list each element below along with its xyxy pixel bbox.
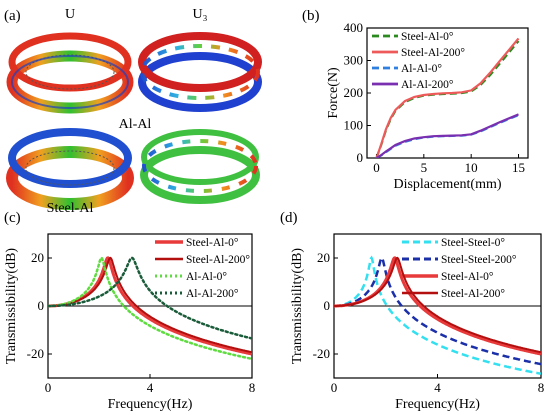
series-line [48,256,252,340]
y-tick-label: -20 [313,346,330,361]
y-axis-label: Transmissibility(dB) [290,248,305,365]
y-tick-label: 0 [324,298,331,313]
y-tick-label: 200 [344,85,364,100]
legend-label: Al-Al-200° [401,79,454,91]
chart-transmissibility-c: 0 4 8 -20 0 20 Frequency(Hz) Transmissibility(d… [4,233,256,412]
x-tick-label: 15 [512,160,525,175]
y-tick-label: 400 [344,20,364,35]
series-line [334,256,541,354]
chart-transmissibility-d: 0 4 8 -20 0 20 Frequency(Hz) Transmissibility(d… [290,233,545,412]
legend-label: Steel-Al-0° [401,31,454,43]
legend-label: Steel-Al-200° [441,288,505,300]
row-label-alal: Al-Al [119,117,152,132]
panel-d-label: (d) [280,210,298,226]
series-line [375,113,519,158]
series-line [334,256,541,366]
panel-a-label: (a) [4,8,21,24]
x-tick-label: 4 [434,380,441,395]
y-axis-label: Force(N) [326,67,341,119]
legend-label: Steel-Al-200° [401,47,465,59]
x-tick-label: 0 [45,380,52,395]
x-tick-label: 5 [421,160,428,175]
x-tick-label: 0 [373,160,380,175]
y-tick-label: 20 [317,250,330,265]
y-tick-label: 0 [357,150,364,165]
col-label-u: U [65,7,75,22]
col-label-u3: U₃ [193,7,208,22]
x-axis-label: Frequency(Hz) [108,397,193,412]
legend-label: Al-Al-0° [401,63,442,75]
y-tick-label: -20 [27,346,44,361]
ring-alal-u3 [138,32,262,112]
legend-label: Steel-Steel-200° [441,254,517,266]
legend-label: Al-Al-200° [186,288,239,300]
x-tick-label: 8 [249,380,256,395]
chart-force-displacement: 0 5 10 15 0 100 200 300 400 Displacement(mm) Force… [326,20,529,192]
x-tick-label: 8 [538,380,545,395]
legend-label: Steel-Al-0° [441,271,494,283]
x-tick-label: 4 [147,380,154,395]
x-axis-label: Frequency(Hz) [395,397,480,412]
panel-b-label: (b) [302,8,320,24]
series-line [375,37,520,158]
legend-label: Steel-Al-200° [186,254,250,266]
ring-alal-u [6,32,134,114]
y-tick-label: 300 [344,53,364,68]
x-tick-label: 10 [465,160,478,175]
panel-c-label: (c) [4,210,21,226]
legend-label: Steel-Al-0° [186,237,239,249]
legend-label: Steel-Steel-0° [441,237,505,249]
y-tick-label: 0 [38,298,45,313]
ring-steelal-u [6,128,134,210]
series-line [334,255,541,375]
panel-a: (a) U U₃ Al-Al Steel-Al [4,7,262,216]
ring-steelal-u3 [140,129,260,204]
series-line [48,256,252,354]
row-label-steelal: Steel-Al [47,201,94,216]
series-line [48,256,252,361]
x-tick-label: 0 [331,380,338,395]
y-tick-label: 100 [344,118,364,133]
y-tick-label: 20 [31,250,44,265]
legend-label: Al-Al-0° [186,271,227,283]
y-axis-label: Transmissibility(dB) [4,248,19,365]
x-axis-label: Displacement(mm) [393,177,501,192]
